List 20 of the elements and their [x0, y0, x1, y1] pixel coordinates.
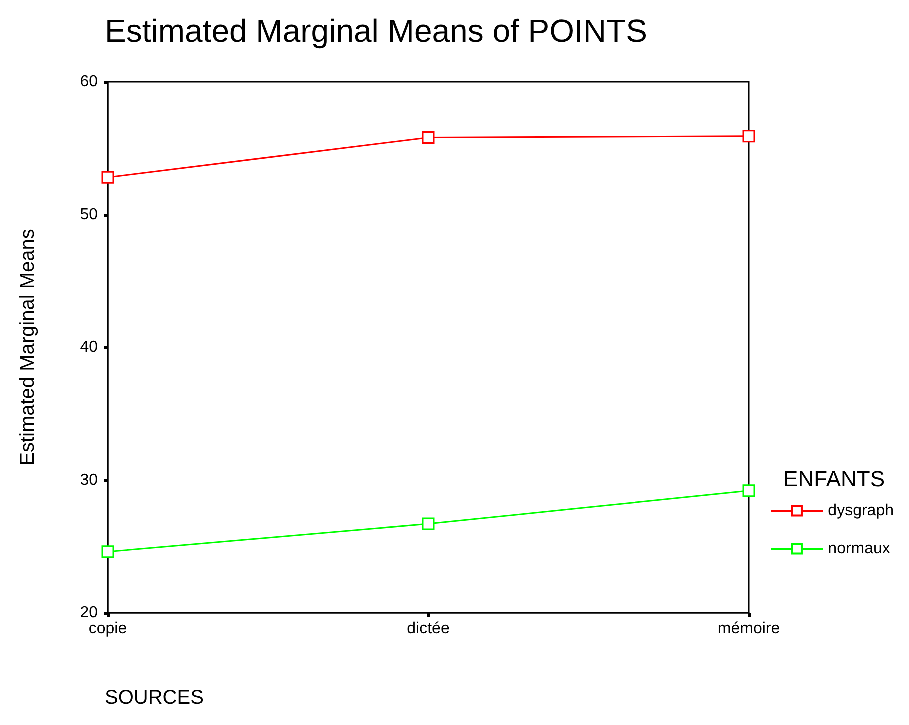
point — [422, 132, 435, 144]
legend-title: ENFANTS — [784, 466, 886, 492]
x-tick-label: mémoire — [718, 620, 780, 638]
y-tick-label: 20 — [80, 604, 98, 622]
point — [102, 171, 114, 184]
legend-label: normaux — [828, 540, 890, 558]
y-tick-label: 50 — [80, 206, 98, 224]
point — [422, 518, 435, 530]
point — [742, 130, 756, 143]
point — [742, 484, 756, 498]
x-axis-title: SOURCES — [105, 687, 204, 709]
y-tick-label: 40 — [80, 339, 98, 356]
point — [102, 546, 114, 558]
y-axis-title: Estimated Marginal Means — [17, 229, 39, 466]
legend-label: dysgraph — [828, 502, 894, 520]
y-tick-label: 30 — [80, 472, 98, 489]
y-tick-label: 60 — [80, 74, 98, 90]
chart-title: Estimated Marginal Means of POINTS — [105, 13, 648, 49]
x-tick-label: copie — [88, 620, 128, 638]
x-tick-label: dictée — [407, 620, 450, 638]
